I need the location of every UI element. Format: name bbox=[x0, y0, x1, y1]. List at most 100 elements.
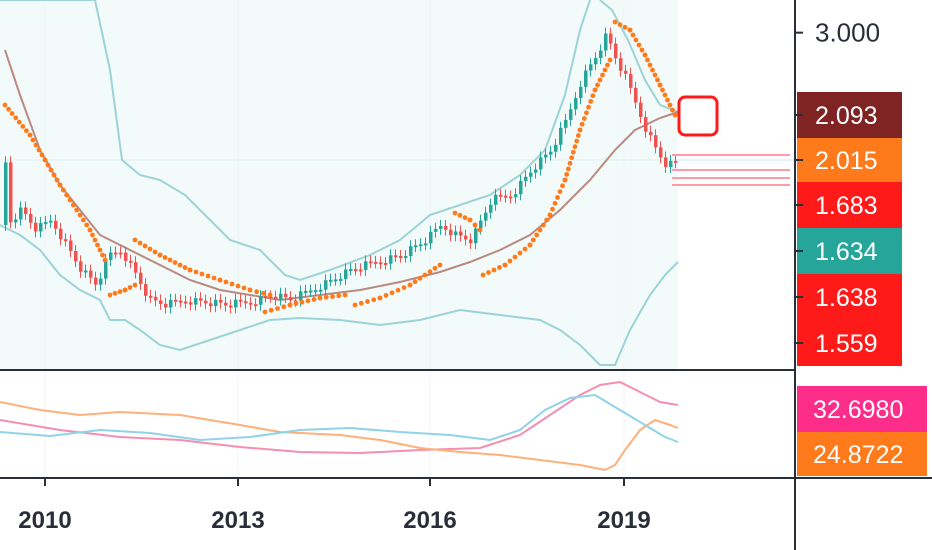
x-tick-label: 2016 bbox=[403, 507, 456, 534]
candle-body bbox=[259, 296, 263, 305]
x-tick-label: 2013 bbox=[211, 507, 264, 534]
psar-dot bbox=[20, 124, 26, 129]
candle-body bbox=[669, 160, 673, 167]
candle-body bbox=[249, 302, 253, 305]
candle-body bbox=[634, 87, 638, 103]
psar-dot bbox=[527, 242, 533, 248]
psar-dot bbox=[205, 273, 211, 279]
psar-dot bbox=[13, 115, 19, 121]
psar-dot bbox=[167, 257, 173, 263]
psar-dot bbox=[597, 77, 603, 83]
candle-body bbox=[589, 64, 593, 71]
price-tag-label: 1.683 bbox=[815, 192, 878, 220]
psar-dot bbox=[241, 285, 247, 291]
candle-body bbox=[264, 296, 268, 299]
candle-body bbox=[414, 245, 418, 248]
candle-body bbox=[204, 300, 208, 304]
psar-dot bbox=[275, 306, 280, 311]
candle-body bbox=[329, 279, 333, 282]
candle-body bbox=[319, 289, 323, 292]
candle-body bbox=[644, 117, 648, 132]
psar-dot bbox=[254, 289, 260, 295]
psar-dot bbox=[67, 197, 73, 203]
candle-body bbox=[469, 239, 473, 244]
psar-dot bbox=[517, 250, 523, 256]
candle-body bbox=[399, 255, 403, 258]
psar-dot bbox=[70, 202, 76, 208]
candle-body bbox=[144, 284, 148, 296]
psar-dot bbox=[530, 237, 536, 243]
candle-body bbox=[79, 261, 83, 272]
psar-dot bbox=[579, 121, 585, 127]
psar-dot bbox=[267, 292, 273, 298]
psar-dot bbox=[667, 102, 673, 108]
oscillator-tag bbox=[797, 386, 927, 432]
candle-body bbox=[624, 70, 628, 74]
candle-body bbox=[649, 131, 653, 136]
candle-body bbox=[579, 86, 583, 99]
candle-body bbox=[334, 279, 338, 282]
osc-line-orange bbox=[0, 401, 679, 472]
candle-body bbox=[109, 252, 113, 261]
psar-dot bbox=[389, 290, 395, 296]
candle-body bbox=[674, 160, 678, 163]
psar-dot bbox=[137, 240, 143, 246]
psar-dot bbox=[223, 279, 229, 285]
candle-body bbox=[54, 220, 58, 229]
psar-dot bbox=[95, 242, 100, 248]
psar-dot bbox=[507, 258, 513, 264]
psar-dot bbox=[407, 282, 413, 288]
psar-dot bbox=[590, 93, 596, 99]
psar-dot bbox=[645, 57, 650, 63]
psar-dot bbox=[577, 127, 583, 133]
price-tag-label: 2.093 bbox=[815, 102, 878, 130]
alert-marker[interactable] bbox=[677, 95, 719, 137]
psar-dot bbox=[480, 272, 486, 278]
candle-body bbox=[164, 303, 168, 308]
candle-body bbox=[214, 299, 218, 307]
psar-dot bbox=[486, 270, 491, 275]
price-tag bbox=[797, 182, 902, 228]
psar-dot bbox=[497, 265, 502, 270]
psar-dot bbox=[260, 290, 266, 296]
candle-body bbox=[239, 299, 243, 302]
candle-body bbox=[174, 299, 178, 302]
upper-band-right bbox=[599, 0, 679, 113]
candle-body bbox=[464, 235, 468, 240]
psar-dot bbox=[217, 277, 223, 283]
psar-dot bbox=[574, 138, 580, 144]
psar-dot bbox=[177, 262, 183, 268]
psar-dot bbox=[600, 72, 605, 78]
psar-dot bbox=[54, 177, 60, 183]
psar-dot bbox=[575, 133, 581, 138]
candle-body bbox=[544, 154, 548, 158]
candle-body bbox=[449, 229, 453, 236]
psar-dot bbox=[117, 289, 123, 295]
psar-dot bbox=[547, 212, 553, 218]
psar-dot bbox=[422, 272, 428, 278]
candle-body bbox=[594, 58, 598, 65]
psar-dot bbox=[102, 257, 108, 263]
psar-dot bbox=[342, 292, 348, 298]
candle-body bbox=[494, 194, 498, 205]
candle-body bbox=[49, 220, 53, 223]
psar-dot bbox=[655, 77, 660, 83]
psar-dot bbox=[537, 227, 543, 233]
candle-body bbox=[489, 204, 493, 213]
candle-body bbox=[564, 119, 568, 128]
psar-dot bbox=[305, 298, 311, 304]
candle-body bbox=[229, 305, 233, 308]
candle-body bbox=[424, 243, 428, 246]
psar-dot bbox=[552, 200, 558, 206]
psar-dot bbox=[172, 260, 178, 265]
psar-dot bbox=[187, 267, 193, 273]
psar-dot bbox=[412, 279, 418, 285]
candle-body bbox=[179, 300, 183, 303]
candle-body bbox=[584, 70, 588, 87]
price-tag-label: 2.015 bbox=[815, 147, 878, 175]
psar-dot bbox=[540, 222, 546, 228]
candle-body bbox=[409, 246, 413, 257]
candle-body bbox=[459, 231, 463, 236]
